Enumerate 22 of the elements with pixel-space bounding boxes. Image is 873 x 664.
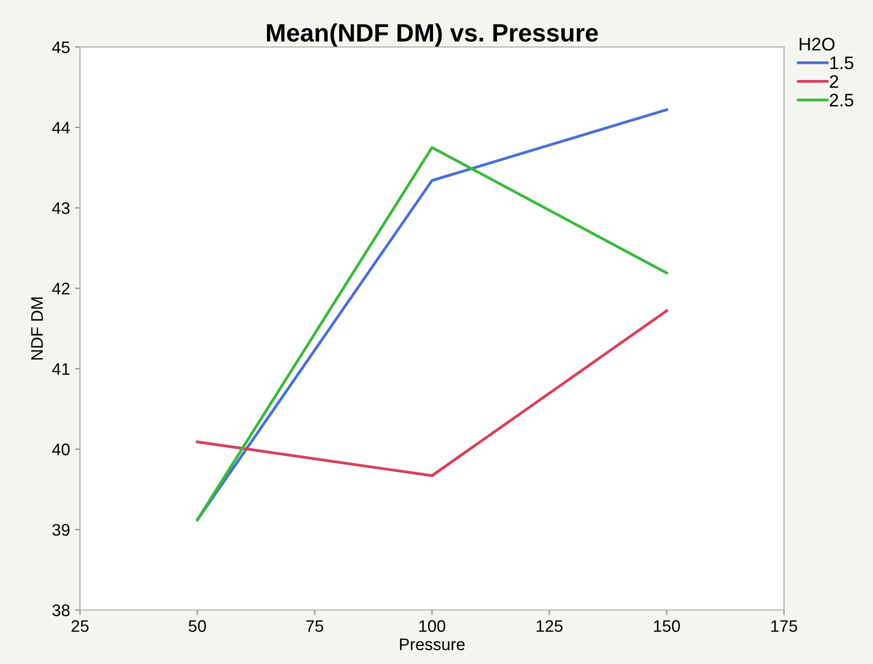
- x-tick-label: 100: [419, 620, 446, 632]
- legend-label: 2: [830, 75, 838, 88]
- x-tick-label: 150: [654, 620, 680, 632]
- x-tick-label: 25: [72, 620, 89, 632]
- legend-title: H2O: [800, 38, 835, 51]
- x-tick-label: 125: [536, 620, 563, 632]
- y-tick-label: 39: [52, 524, 70, 536]
- y-tick-label: 41: [52, 363, 70, 375]
- y-tick-label: 45: [52, 42, 70, 54]
- chart-title: Mean(NDF DM) vs. Pressure: [266, 23, 598, 47]
- legend-label: 2.5: [830, 94, 854, 107]
- y-tick-label: 42: [52, 282, 70, 294]
- y-tick-label: 40: [52, 444, 70, 456]
- x-tick-label: 175: [771, 620, 798, 632]
- y-axis-title: NDF DM: [31, 297, 43, 360]
- y-tick-label: 38: [52, 604, 70, 616]
- y-tick-label: 44: [52, 122, 70, 134]
- x-axis-title: Pressure: [400, 638, 465, 650]
- legend-label: 1.5: [830, 56, 854, 70]
- y-tick-label: 43: [52, 202, 70, 214]
- x-tick-label: 50: [188, 620, 206, 632]
- x-tick-label: 75: [306, 620, 324, 632]
